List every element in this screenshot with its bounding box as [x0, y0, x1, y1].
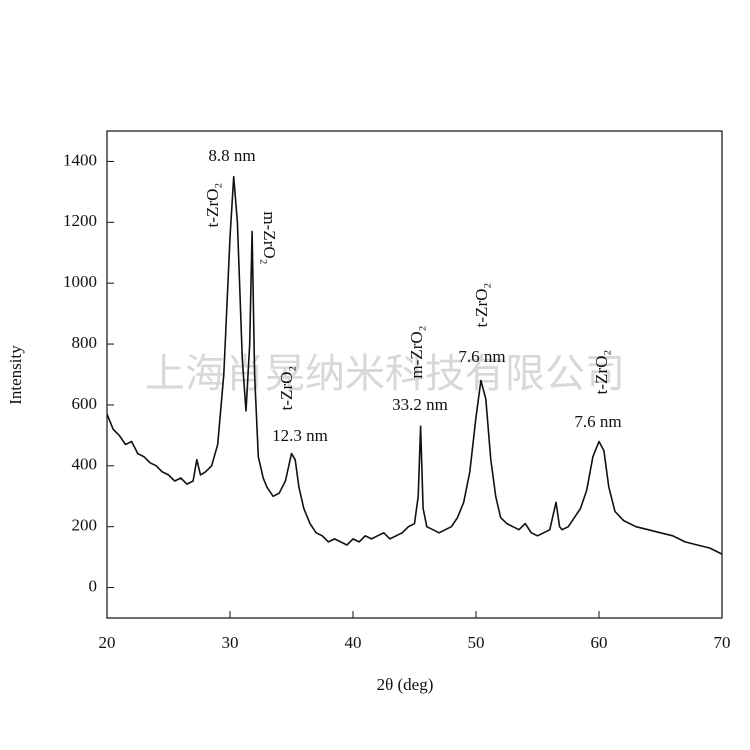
peak-annotation: 7.6 nm [574, 412, 621, 431]
watermark: 上海肖晃纳米科技有限公司 [145, 351, 625, 396]
y-tick-label: 0 [89, 576, 98, 595]
peak-annotation: t-ZrO₂ [203, 183, 222, 228]
y-axis-label: Intensity [6, 345, 25, 405]
y-tick-label: 1400 [63, 150, 97, 169]
peak-annotation: m-ZrO₂ [407, 325, 426, 378]
peak-annotation: 8.8 nm [208, 146, 255, 165]
y-tick-label: 400 [72, 455, 98, 474]
y-tick-label: 600 [72, 394, 98, 413]
peak-annotation: 7.6 nm [458, 347, 505, 366]
peak-annotation: t-ZrO₂ [472, 283, 491, 328]
x-tick-label: 60 [591, 633, 608, 652]
peak-annotation: t-ZrO₂ [277, 366, 296, 411]
x-tick-label: 20 [99, 633, 116, 652]
y-tick-label: 200 [72, 516, 98, 535]
y-tick-label: 1200 [63, 211, 97, 230]
x-axis-label: 2θ (deg) [377, 675, 434, 694]
peak-annotation: 12.3 nm [272, 426, 328, 445]
x-tick-label: 50 [468, 633, 485, 652]
x-tick-label: 70 [714, 633, 731, 652]
peak-annotation: m-ZrO₂ [260, 211, 279, 264]
y-tick-label: 800 [72, 333, 98, 352]
x-tick-label: 40 [345, 633, 362, 652]
plot-frame [106, 130, 723, 619]
x-tick-label: 30 [222, 633, 239, 652]
y-tick-label: 1000 [63, 272, 97, 291]
xrd-curve [106, 175, 723, 555]
peak-annotation: t-ZrO₂ [592, 350, 611, 395]
peak-annotation: 33.2 nm [392, 395, 448, 414]
